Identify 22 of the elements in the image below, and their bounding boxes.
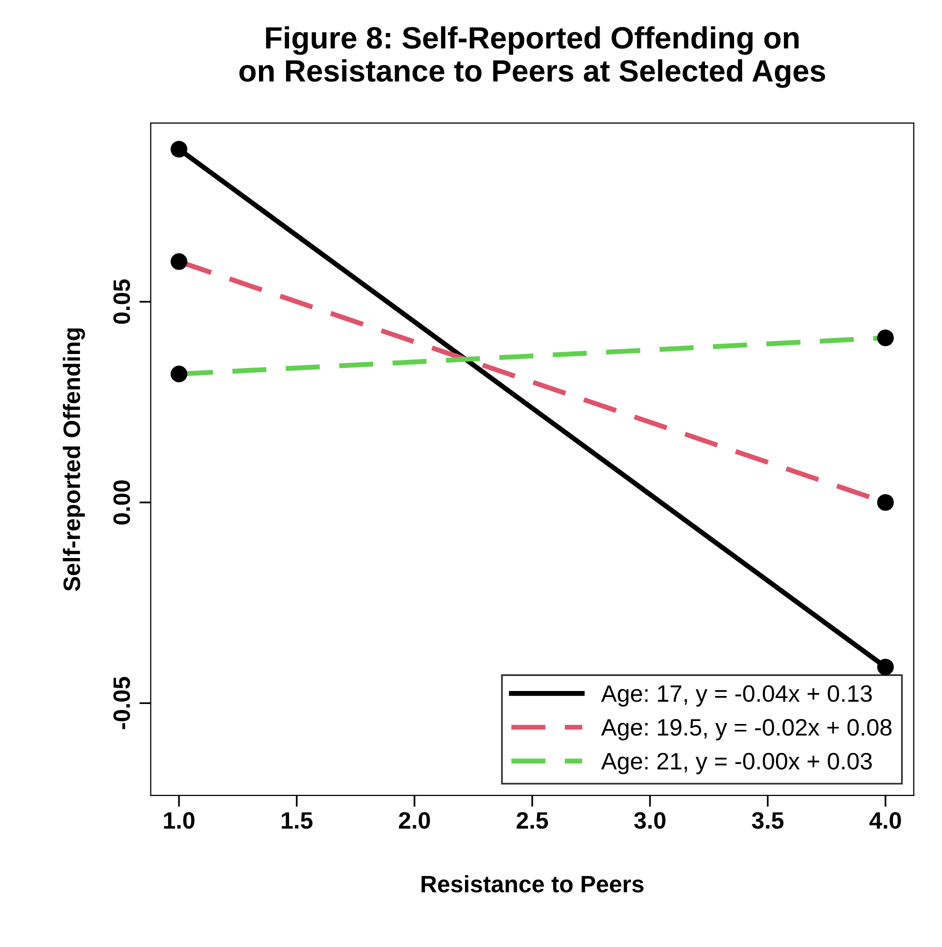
- point: [877, 658, 894, 676]
- x-tick-label: 2.0: [398, 812, 430, 829]
- point: [877, 494, 894, 511]
- x-tick-label: 1.0: [164, 812, 194, 829]
- legend-label: Age: 19.5, y = -0.02x + 0.08: [601, 719, 892, 740]
- y-tick-label: 0.05: [113, 279, 130, 324]
- point: [170, 253, 188, 270]
- x-tick-label: 1.5: [282, 812, 312, 829]
- x-axis-title: Resistance to Peers: [422, 875, 644, 892]
- x-tick-label: 3.5: [752, 812, 784, 829]
- y-axis-title: Self-reported Offending: [62, 328, 85, 592]
- x-tick-label: 3.0: [634, 812, 666, 829]
- legend-label: Age: 17, y = -0.04x + 0.13: [601, 685, 872, 707]
- legend-label: Age: 21, y = -0.00x + 0.03: [601, 752, 872, 774]
- y-tick-label: 0.00: [113, 480, 130, 524]
- x-tick-label: 4.0: [869, 812, 901, 829]
- point: [170, 140, 188, 158]
- point: [170, 366, 188, 382]
- point: [877, 330, 894, 346]
- x-tick-label: 2.5: [516, 812, 548, 829]
- chart-title: Figure 8: Self-Reported Offending on on Resistance to Peers at Selected Ages: [239, 26, 826, 88]
- y-tick-label: -0.05: [113, 676, 130, 730]
